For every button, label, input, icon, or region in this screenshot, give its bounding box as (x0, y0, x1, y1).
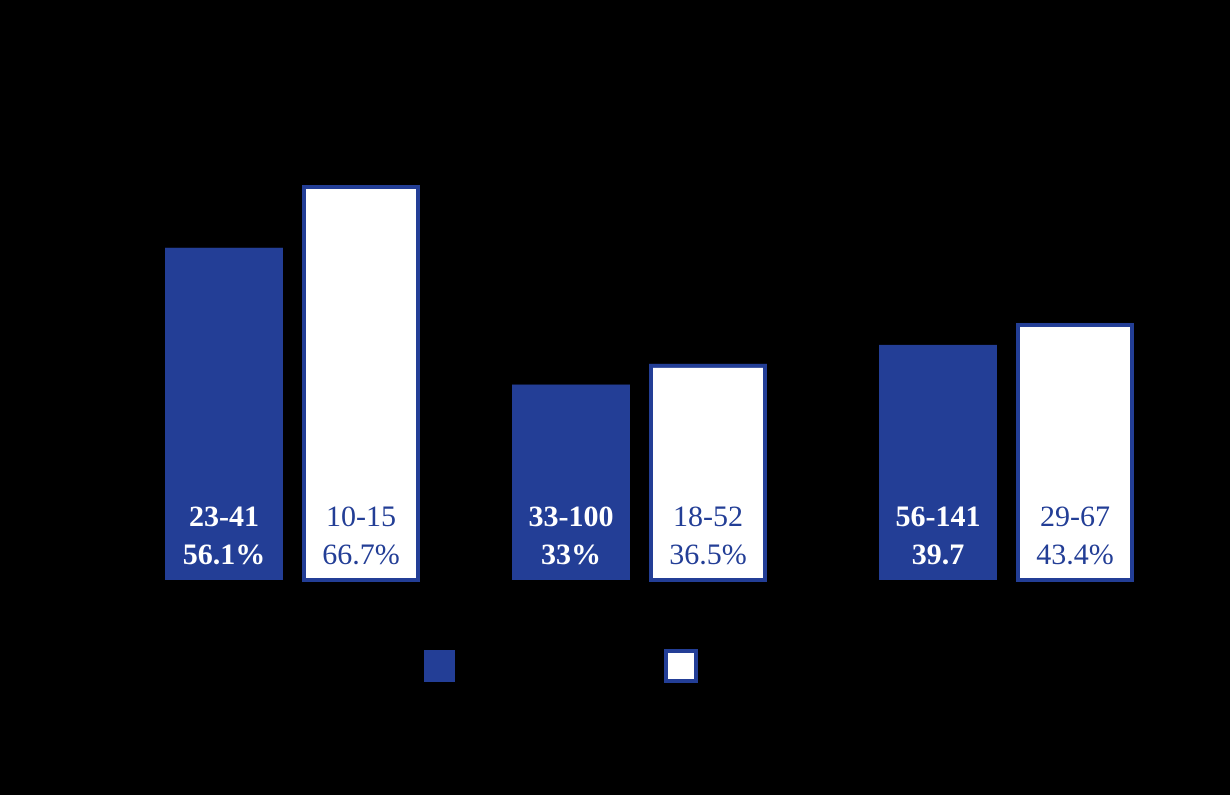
bar (165, 247, 283, 580)
bar (512, 384, 630, 580)
range-label: 56-141 (896, 500, 981, 533)
value-label: 39.7 (912, 538, 965, 571)
range-label: 18-52 (673, 500, 743, 533)
bar (302, 185, 420, 582)
value-label: 56.1% (183, 538, 266, 571)
range-label: 23-41 (189, 500, 259, 533)
legend-swatch (664, 649, 698, 683)
value-label: 66.7% (322, 538, 400, 571)
bar (879, 344, 997, 580)
range-label: 29-67 (1040, 500, 1110, 533)
value-label: 36.5% (669, 538, 747, 571)
bar (649, 363, 767, 582)
value-label: 43.4% (1036, 538, 1114, 571)
legend-swatch (424, 650, 455, 682)
range-label: 10-15 (326, 500, 396, 533)
value-label: 33% (541, 538, 601, 571)
bar (1016, 322, 1134, 583)
range-label: 33-100 (529, 500, 614, 533)
